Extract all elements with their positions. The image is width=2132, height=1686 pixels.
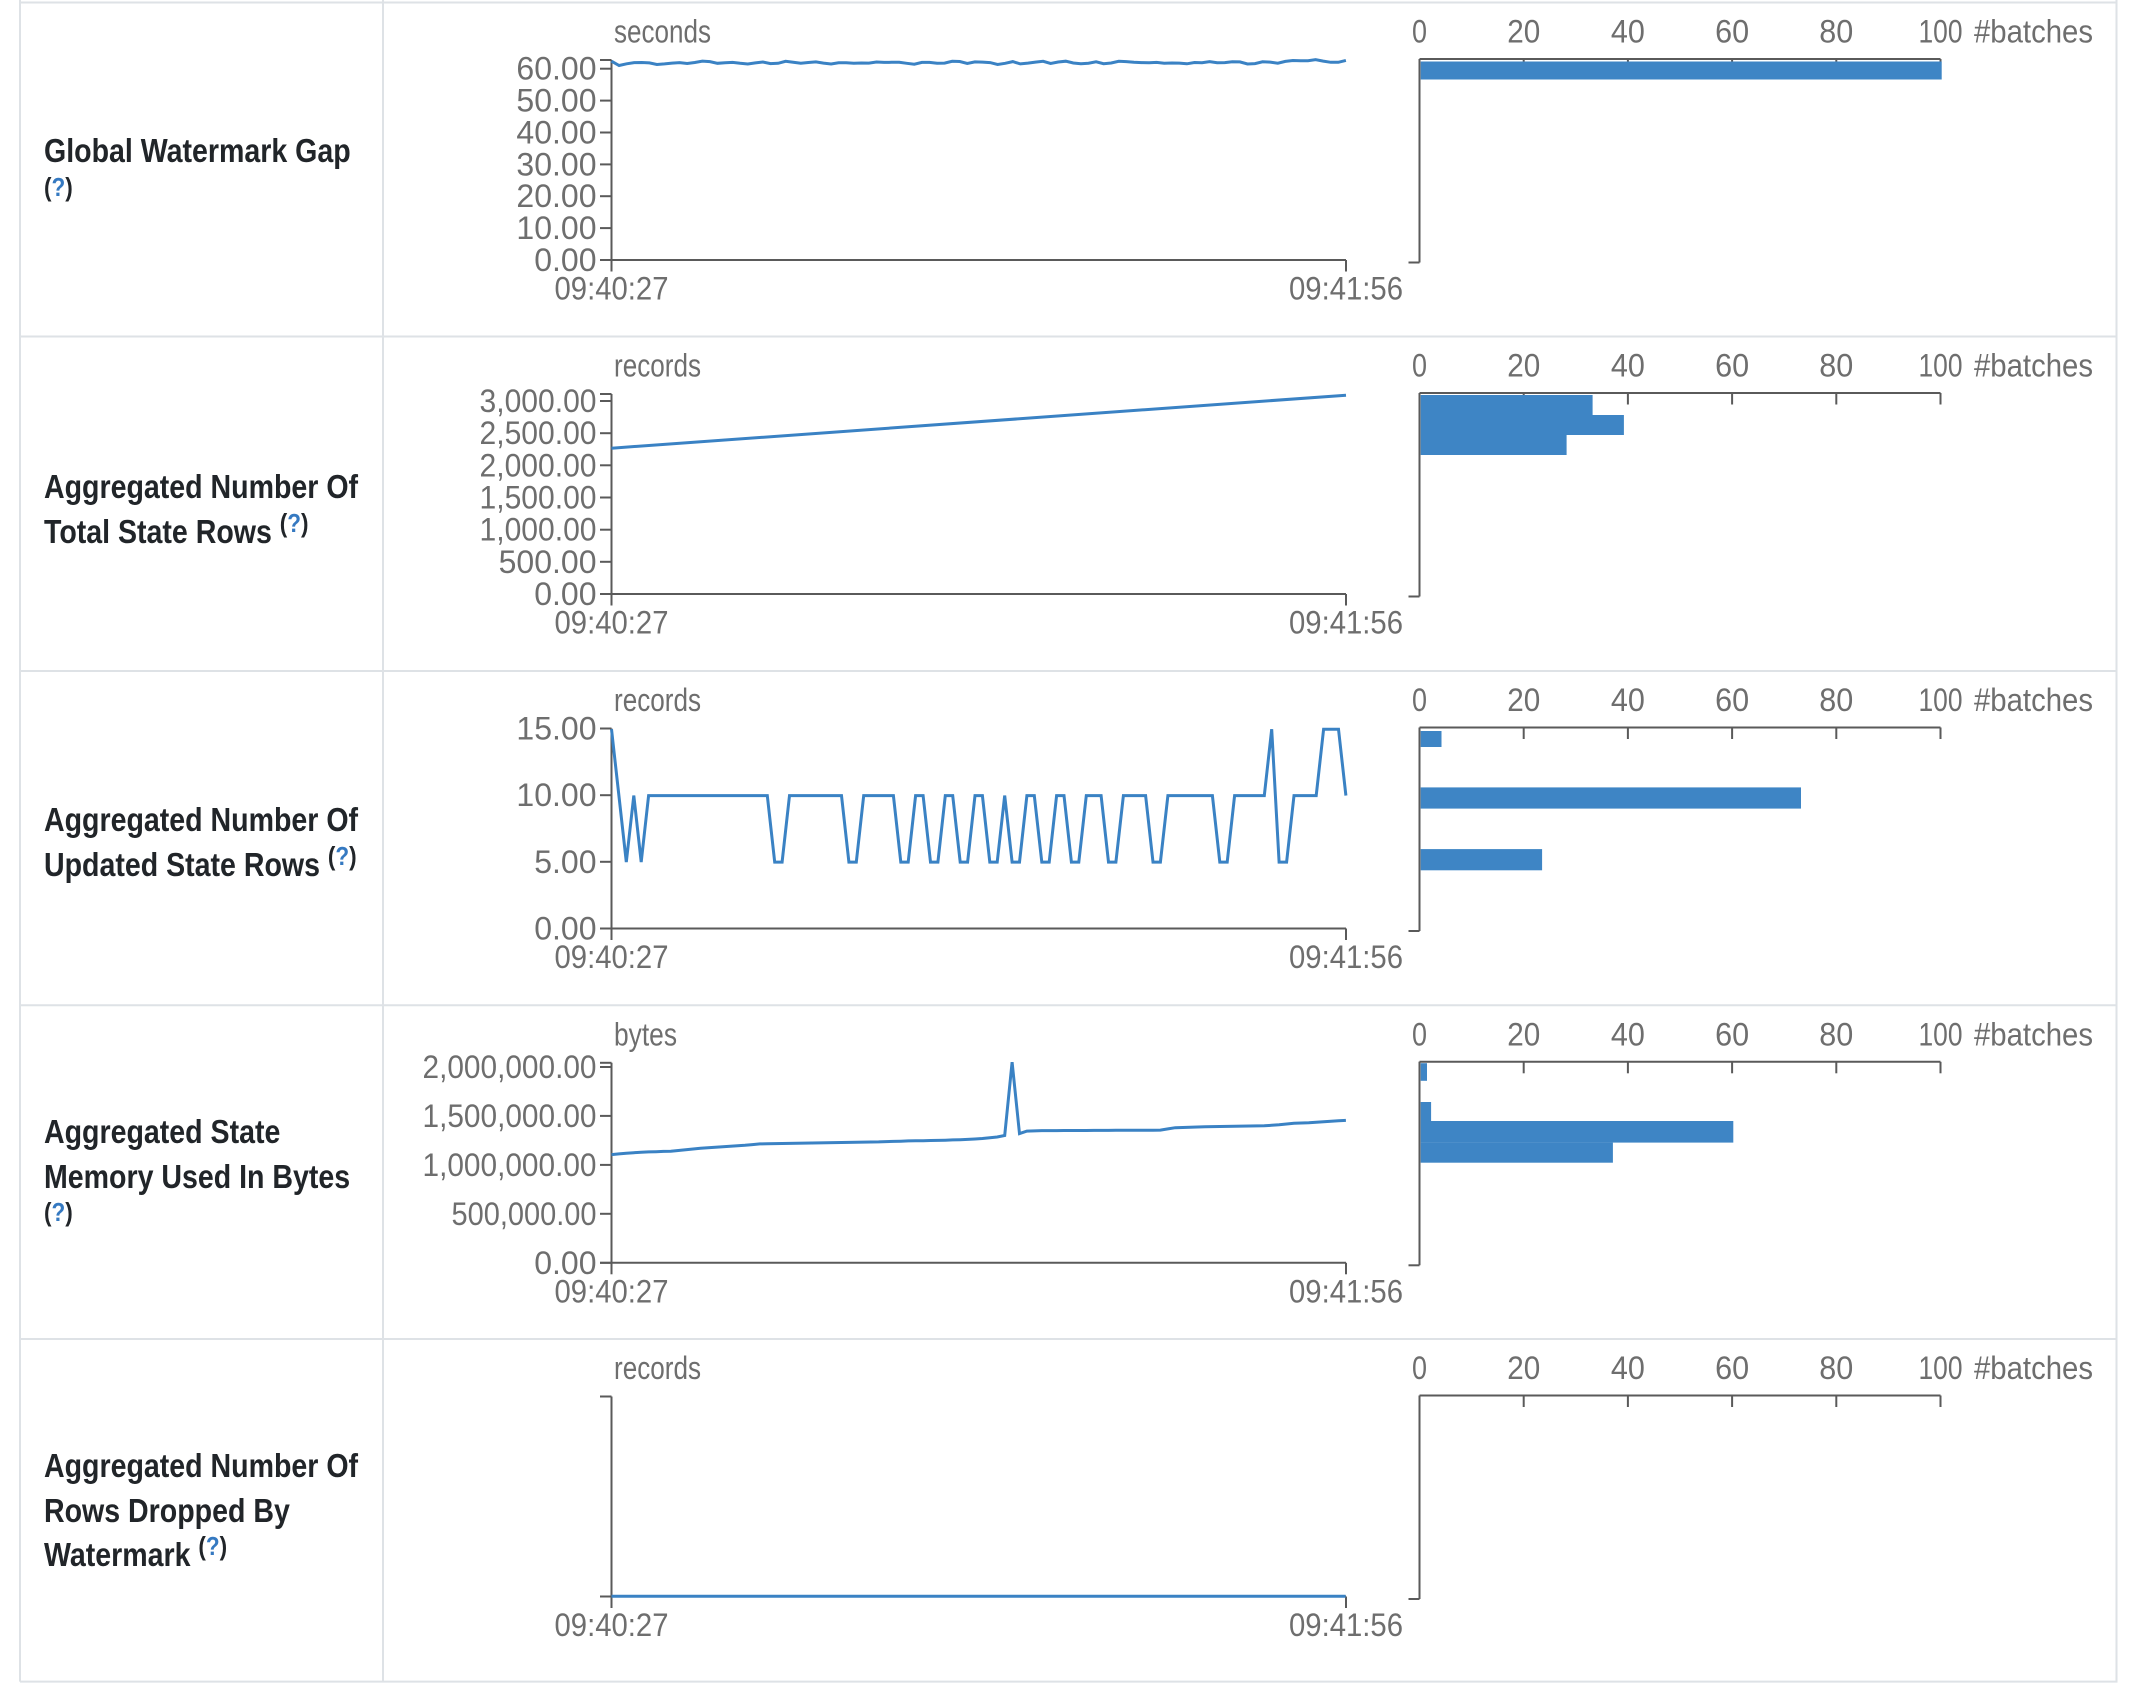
svg-text:09:40:27: 09:40:27 [555,605,669,641]
svg-text:1,000.00: 1,000.00 [480,512,597,548]
svg-text:records: records [614,682,701,718]
svg-text:100: 100 [1919,14,1963,50]
svg-text:#batches: #batches [1974,1350,2093,1386]
svg-text:#batches: #batches [1974,14,2093,50]
svg-text:10.00: 10.00 [516,777,596,813]
svg-text:records: records [614,348,701,384]
svg-text:0: 0 [1412,682,1427,718]
svg-text:80: 80 [1819,348,1853,384]
svg-text:20: 20 [1507,682,1540,718]
svg-text:100: 100 [1919,1350,1963,1386]
svg-text:50.00: 50.00 [516,83,596,119]
svg-text:60: 60 [1715,1016,1749,1052]
svg-text:09:40:27: 09:40:27 [555,271,669,307]
svg-text:0.00: 0.00 [534,242,596,278]
svg-text:2,500.00: 2,500.00 [480,415,597,451]
svg-text:20: 20 [1507,1350,1540,1386]
svg-text:40: 40 [1611,1016,1645,1052]
svg-text:0.00: 0.00 [534,1245,596,1281]
svg-text:30.00: 30.00 [516,146,596,182]
svg-text:500.00: 500.00 [499,544,597,580]
svg-text:80: 80 [1819,1016,1853,1052]
svg-text:15.00: 15.00 [516,711,596,747]
svg-text:#batches: #batches [1974,682,2093,718]
svg-text:3,000.00: 3,000.00 [480,383,597,419]
svg-text:09:41:56: 09:41:56 [1289,939,1403,975]
svg-text:0.00: 0.00 [534,576,596,612]
svg-text:1,000,000.00: 1,000,000.00 [423,1147,597,1183]
svg-text:80: 80 [1819,1350,1853,1386]
svg-text:80: 80 [1819,682,1853,718]
svg-text:0.00: 0.00 [534,911,596,947]
svg-text:09:40:27: 09:40:27 [555,939,669,975]
svg-text:500,000.00: 500,000.00 [452,1196,597,1232]
svg-text:records: records [614,1350,701,1386]
svg-text:0: 0 [1412,14,1427,50]
svg-text:#batches: #batches [1974,1016,2093,1052]
svg-text:09:40:27: 09:40:27 [555,1607,669,1643]
svg-text:60: 60 [1715,348,1749,384]
svg-text:0: 0 [1412,1016,1427,1052]
svg-text:seconds: seconds [614,14,711,50]
svg-text:80: 80 [1819,14,1853,50]
svg-text:09:40:27: 09:40:27 [555,1273,669,1309]
svg-text:100: 100 [1919,1016,1963,1052]
svg-text:09:41:56: 09:41:56 [1289,1273,1403,1309]
svg-text:40: 40 [1611,682,1645,718]
svg-text:20: 20 [1507,14,1540,50]
svg-text:0: 0 [1412,1350,1427,1386]
svg-text:09:41:56: 09:41:56 [1289,605,1403,641]
svg-text:0: 0 [1412,348,1427,384]
svg-text:09:41:56: 09:41:56 [1289,271,1403,307]
svg-text:#batches: #batches [1974,348,2093,384]
svg-text:10.00: 10.00 [516,210,596,246]
svg-text:5.00: 5.00 [534,844,596,880]
svg-text:100: 100 [1919,682,1963,718]
svg-text:100: 100 [1919,348,1963,384]
svg-text:2,000.00: 2,000.00 [480,447,597,483]
svg-text:60.00: 60.00 [516,51,596,87]
svg-text:20: 20 [1507,348,1540,384]
svg-text:1,500,000.00: 1,500,000.00 [423,1098,597,1134]
svg-text:40: 40 [1611,14,1645,50]
svg-text:20.00: 20.00 [516,178,596,214]
svg-text:1,500.00: 1,500.00 [480,480,597,516]
svg-text:40: 40 [1611,348,1645,384]
svg-text:60: 60 [1715,1350,1749,1386]
svg-text:40.00: 40.00 [516,115,596,151]
svg-text:20: 20 [1507,1016,1540,1052]
svg-text:60: 60 [1715,14,1749,50]
svg-text:60: 60 [1715,682,1749,718]
svg-text:2,000,000.00: 2,000,000.00 [423,1049,597,1085]
svg-text:09:41:56: 09:41:56 [1289,1607,1403,1643]
svg-text:40: 40 [1611,1350,1645,1386]
svg-text:bytes: bytes [614,1016,677,1052]
